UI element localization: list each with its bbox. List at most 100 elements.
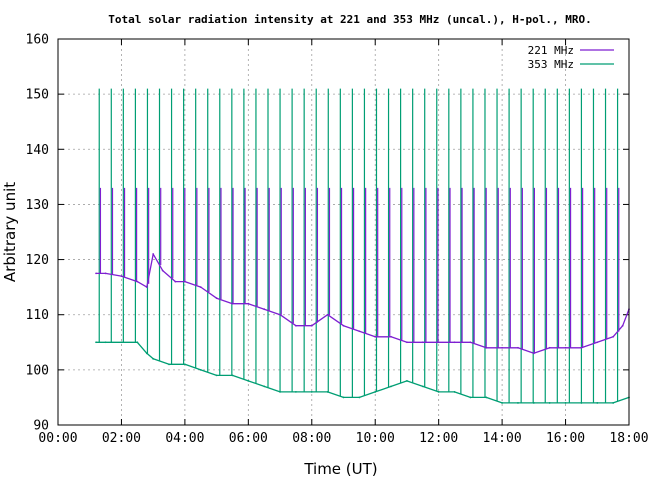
legend: 221 MHz 353 MHz bbox=[528, 44, 614, 71]
legend-label-221: 221 MHz bbox=[528, 44, 574, 57]
data-point bbox=[231, 302, 234, 305]
data-point bbox=[145, 286, 148, 289]
data-point bbox=[174, 280, 177, 283]
x-tick-label: 08:00 bbox=[292, 431, 331, 446]
y-tick-label: 120 bbox=[26, 253, 49, 268]
plot-border bbox=[57, 38, 630, 426]
data-point bbox=[263, 308, 266, 311]
y-tick-label: 100 bbox=[26, 363, 49, 378]
data-point bbox=[199, 286, 202, 289]
data-point bbox=[437, 391, 440, 393]
x-tick-label: 00:00 bbox=[38, 431, 77, 446]
series-line-221 bbox=[96, 253, 630, 354]
data-point bbox=[580, 402, 583, 404]
data-point bbox=[231, 374, 234, 377]
data-point bbox=[247, 302, 250, 305]
x-tick-label: 06:00 bbox=[229, 431, 268, 446]
data-point bbox=[247, 379, 250, 382]
data-point bbox=[469, 341, 472, 344]
series-line-353 bbox=[96, 341, 630, 404]
y-tick-labels: 90 100 110 120 130 140 150 160 bbox=[26, 33, 49, 434]
data-point bbox=[374, 391, 377, 393]
data-point bbox=[104, 272, 107, 275]
x-tick-label: 16:00 bbox=[546, 431, 585, 446]
data-point bbox=[120, 341, 123, 344]
data-point bbox=[548, 346, 551, 349]
data-point bbox=[295, 391, 297, 393]
x-tick-label: 18:00 bbox=[609, 431, 648, 446]
data-point bbox=[453, 341, 456, 344]
y-tick-label: 110 bbox=[26, 308, 49, 323]
chart-title: Total solar radiation intensity at 221 a… bbox=[108, 13, 591, 26]
data-point bbox=[485, 346, 488, 349]
data-point bbox=[564, 346, 567, 349]
data-point bbox=[501, 346, 504, 349]
data-point bbox=[580, 346, 583, 349]
data-point bbox=[406, 379, 408, 382]
data-point bbox=[485, 396, 488, 399]
data-point bbox=[295, 324, 297, 327]
data-point bbox=[310, 324, 313, 327]
data-point bbox=[136, 341, 139, 344]
data-point bbox=[421, 341, 424, 344]
data-point bbox=[326, 391, 329, 393]
x-tick-label: 14:00 bbox=[483, 431, 522, 446]
y-axis-title: Arbitrary unit bbox=[1, 182, 19, 282]
data-point bbox=[390, 335, 392, 338]
data-point bbox=[517, 402, 519, 404]
data-point bbox=[263, 385, 266, 388]
data-point bbox=[183, 280, 186, 283]
data-point bbox=[501, 402, 504, 404]
data-point bbox=[358, 330, 361, 333]
x-axis-title: Time (UT) bbox=[303, 460, 377, 478]
data-point bbox=[215, 374, 218, 377]
data-point bbox=[532, 352, 535, 355]
legend-label-353: 353 MHz bbox=[528, 58, 574, 71]
data-point bbox=[612, 402, 615, 404]
data-point bbox=[342, 324, 345, 327]
data-point bbox=[453, 391, 456, 393]
x-tick-label: 10:00 bbox=[356, 431, 395, 446]
y-tick-label: 150 bbox=[26, 88, 49, 103]
y-tick-label: 140 bbox=[26, 143, 49, 158]
data-point bbox=[199, 368, 202, 371]
data-point bbox=[342, 396, 345, 399]
data-point bbox=[279, 391, 281, 393]
series-lines bbox=[95, 253, 630, 404]
y-tick-label: 130 bbox=[26, 198, 49, 213]
data-point bbox=[136, 280, 139, 283]
y-tick-label: 90 bbox=[33, 419, 49, 434]
grid-lines bbox=[58, 39, 629, 425]
x-tick-label: 04:00 bbox=[165, 431, 204, 446]
data-point bbox=[517, 346, 519, 349]
data-point bbox=[437, 341, 440, 344]
data-point bbox=[215, 297, 218, 300]
x-tick-labels: 00:00 02:00 04:00 06:00 08:00 10:00 12:00 14:00… bbox=[38, 431, 648, 446]
data-point bbox=[621, 324, 624, 327]
data-point bbox=[358, 396, 361, 399]
data-point bbox=[104, 341, 107, 344]
calibration-spikes bbox=[98, 88, 620, 403]
data-point bbox=[421, 385, 424, 388]
data-point bbox=[152, 357, 155, 360]
data-point bbox=[564, 402, 567, 404]
data-point bbox=[596, 402, 599, 404]
data-point bbox=[469, 396, 472, 399]
data-point bbox=[374, 335, 377, 338]
data-point bbox=[310, 391, 313, 393]
data-point bbox=[532, 402, 535, 404]
data-point bbox=[279, 313, 281, 316]
data-point bbox=[95, 272, 97, 275]
data-point bbox=[145, 352, 148, 355]
x-tick-label: 02:00 bbox=[102, 431, 141, 446]
data-point bbox=[612, 335, 615, 338]
data-point bbox=[596, 341, 599, 344]
data-point bbox=[152, 253, 155, 255]
data-point bbox=[120, 275, 123, 278]
x-tick-label: 12:00 bbox=[419, 431, 458, 446]
y-tick-label: 160 bbox=[26, 33, 49, 48]
data-point bbox=[168, 363, 170, 366]
data-point bbox=[95, 341, 97, 344]
